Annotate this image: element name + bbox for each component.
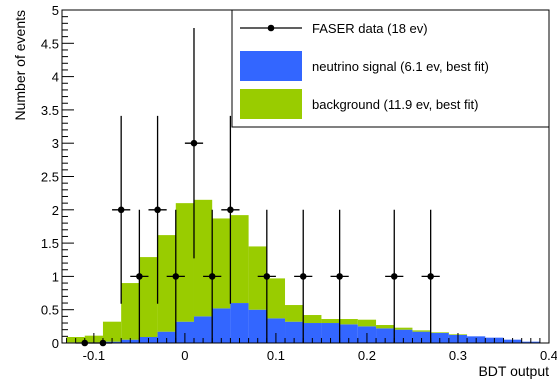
data-point: [81, 339, 89, 347]
data-point: [190, 139, 198, 147]
background-bar: [357, 319, 377, 327]
legend: FASER data (18 ev) neutrino signal (6.1 e…: [231, 9, 550, 128]
background-bar: [303, 315, 322, 324]
legend-swatch-signal: [240, 51, 302, 81]
background-bar: [157, 235, 176, 332]
x-tick-label: 0.4: [540, 348, 557, 363]
y-tick-label: 4.5: [41, 36, 59, 51]
background-bar: [175, 203, 194, 322]
background-bar: [193, 199, 213, 317]
background-bar: [121, 283, 140, 340]
background-bar: [102, 321, 122, 342]
y-tick-label: 5: [52, 3, 59, 18]
data-point: [390, 273, 398, 280]
data-point: [172, 273, 180, 280]
background-bar: [285, 305, 304, 322]
x-tick-label: 0.2: [358, 348, 376, 363]
background-bar: [430, 332, 449, 334]
y-tick-label: 1.5: [41, 236, 59, 251]
data-point: [263, 273, 271, 280]
y-tick-label: 3: [52, 136, 59, 151]
data-points: [75, 27, 440, 347]
signal-bar: [266, 318, 286, 343]
signal-bar: [285, 321, 304, 343]
data-point: [99, 339, 107, 347]
background-bar: [248, 246, 267, 310]
signal-bar: [339, 324, 358, 343]
data-point: [299, 273, 307, 280]
signal-bar: [193, 316, 213, 343]
background-bar: [376, 325, 395, 329]
data-point: [117, 206, 125, 214]
background-bar: [212, 218, 231, 309]
legend-marker: [267, 24, 275, 32]
signal-bar: [230, 303, 249, 343]
y-tick-label: 1: [52, 269, 59, 284]
y-tick-label: 4: [52, 70, 59, 85]
x-tick-label: 0: [181, 348, 188, 363]
y-tick-label: 0.5: [41, 303, 59, 318]
data-point: [227, 206, 234, 214]
background-bar: [394, 327, 413, 330]
data-point: [208, 273, 216, 280]
y-tick-label: 2.5: [41, 170, 59, 185]
background-bar: [139, 257, 158, 338]
background-bar: [412, 330, 431, 332]
data-point: [136, 273, 143, 280]
signal-bar: [212, 308, 231, 343]
y-tick-label: 2: [52, 203, 59, 218]
data-point: [427, 273, 434, 280]
x-tick-label: -0.1: [83, 348, 105, 363]
signal-bar: [321, 323, 340, 343]
legend-label: background (11.9 ev, best fit): [312, 97, 478, 112]
background-bar: [266, 278, 286, 319]
signal-bar: [394, 329, 413, 343]
data-point: [336, 273, 343, 280]
y-tick-label: 3.5: [41, 103, 59, 118]
signal-bar: [248, 309, 267, 343]
x-tick-label: 0.3: [449, 348, 467, 363]
y-axis-label: Number of events: [12, 10, 28, 121]
y-tick-label: 0: [52, 336, 59, 351]
signal-bar: [376, 328, 395, 343]
legend-swatch-background: [240, 89, 302, 119]
axes: -0.1 0 0.1 0.2 0.3 0.4 0 0.5 1 1.5 2 2.5 3 3.5 4 4.5 5: [41, 3, 557, 363]
signal-bar: [157, 331, 176, 343]
data-point: [154, 206, 161, 214]
legend-label: neutrino signal (6.1 ev, best fit): [312, 59, 489, 74]
signal-bar: [412, 331, 431, 343]
signal-bar: [175, 321, 194, 343]
background-bar: [321, 319, 340, 324]
x-tick-label: 0.1: [267, 348, 285, 363]
background-bar: [230, 215, 249, 304]
signal-bar: [303, 323, 322, 343]
x-axis-label: BDT output: [478, 363, 549, 379]
background-bar: [339, 319, 358, 325]
legend-label: FASER data (18 ev): [312, 21, 428, 36]
